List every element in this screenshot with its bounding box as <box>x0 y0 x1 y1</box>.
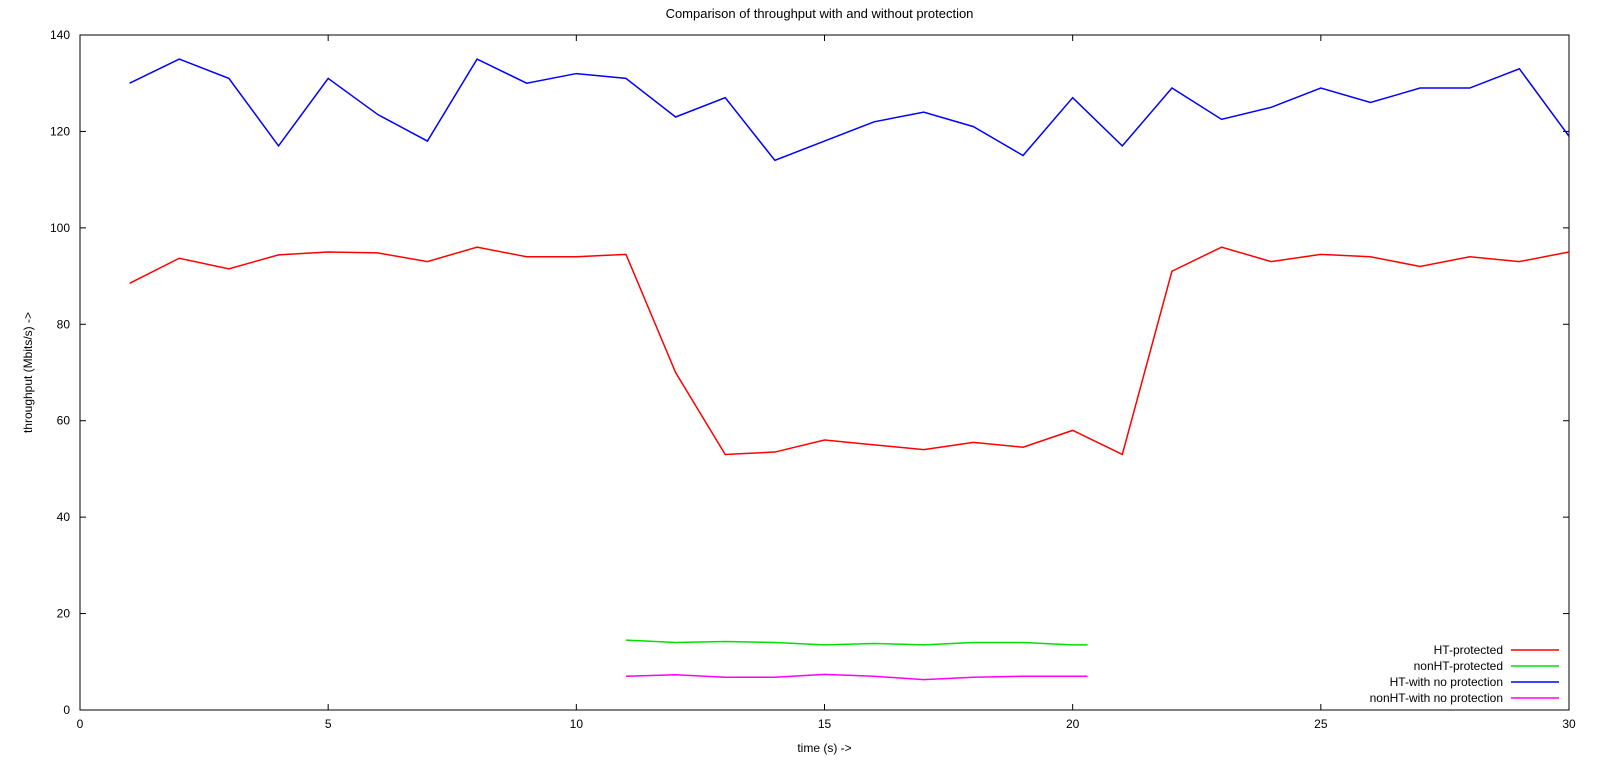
x-axis-label: time (s) -> <box>797 741 851 755</box>
y-tick-label: 100 <box>50 221 70 235</box>
y-tick-label: 80 <box>57 317 71 331</box>
chart-svg: Comparison of throughput with and withou… <box>0 0 1599 768</box>
legend-label: HT-with no protection <box>1390 675 1503 689</box>
x-tick-label: 30 <box>1562 717 1576 731</box>
x-tick-label: 10 <box>570 717 584 731</box>
legend-label: HT-protected <box>1434 643 1503 657</box>
x-tick-label: 5 <box>325 717 332 731</box>
x-tick-label: 25 <box>1314 717 1328 731</box>
chart-title: Comparison of throughput with and withou… <box>666 6 974 21</box>
legend-label: nonHT-protected <box>1414 659 1503 673</box>
y-axis-label: throughput (Mbits/s) -> <box>21 312 35 433</box>
throughput-chart: Comparison of throughput with and withou… <box>0 0 1599 768</box>
y-tick-label: 20 <box>57 607 71 621</box>
legend-label: nonHT-with no protection <box>1370 691 1503 705</box>
x-tick-label: 20 <box>1066 717 1080 731</box>
y-tick-label: 140 <box>50 28 70 42</box>
y-tick-label: 0 <box>63 703 70 717</box>
y-tick-label: 40 <box>57 510 71 524</box>
x-tick-label: 15 <box>818 717 832 731</box>
y-tick-label: 60 <box>57 414 71 428</box>
y-tick-label: 120 <box>50 124 70 138</box>
x-tick-label: 0 <box>77 717 84 731</box>
